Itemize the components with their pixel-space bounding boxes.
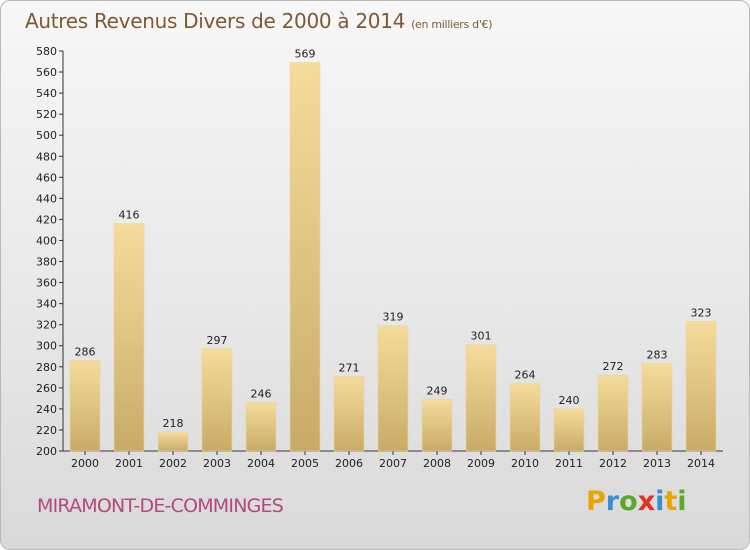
bar-2013	[641, 363, 673, 452]
x-tick-label-2013: 2013	[643, 457, 671, 470]
x-tick-label-2000: 2000	[71, 457, 99, 470]
bar-2002	[157, 431, 189, 452]
bar-2006	[333, 375, 365, 452]
x-tick-label-2002: 2002	[159, 457, 187, 470]
logo-letter: i	[655, 486, 665, 517]
value-label-2000: 286	[75, 345, 96, 358]
value-label-2004: 246	[251, 388, 272, 401]
value-label-2013: 283	[647, 349, 668, 362]
x-tick-label-2009: 2009	[467, 457, 495, 470]
x-tick-label-2005: 2005	[291, 457, 319, 470]
y-tick-label: 560	[36, 66, 57, 79]
value-label-2005: 569	[295, 48, 316, 61]
y-tick-label: 420	[36, 213, 57, 226]
y-tick-label: 260	[36, 382, 57, 395]
y-tick-label: 240	[36, 403, 57, 416]
x-tick-label-2011: 2011	[555, 457, 583, 470]
logo-letter: t	[664, 486, 678, 517]
value-label-2003: 297	[207, 334, 228, 347]
x-tick-label-2012: 2012	[599, 457, 627, 470]
bar-2009	[465, 344, 497, 452]
y-tick-label: 480	[36, 150, 57, 163]
place-name: MIRAMONT-DE-COMMINGES	[37, 495, 284, 517]
bar-2003	[201, 348, 233, 452]
value-label-2009: 301	[471, 330, 492, 343]
value-label-2006: 271	[339, 361, 360, 374]
y-tick-label: 500	[36, 129, 57, 142]
value-label-2008: 249	[427, 384, 448, 397]
x-tick-label-2014: 2014	[687, 457, 715, 470]
value-label-2012: 272	[603, 360, 624, 373]
y-tick-label: 460	[36, 171, 57, 184]
value-label-2011: 240	[559, 394, 580, 407]
bar-2007	[377, 325, 409, 452]
logo-letter: i	[677, 486, 687, 517]
chart-bars: 286 416 218 297 246 569 271 319 249 301 264 240 272 2…	[69, 48, 717, 452]
y-tick-label: 360	[36, 277, 57, 290]
y-tick-label: 520	[36, 108, 57, 121]
chart-axes: 200 220 240 260 280 300 320 340 360 380 400 420 440 4…	[36, 45, 723, 470]
y-tick-label: 320	[36, 319, 57, 332]
logo-letter: o	[619, 486, 638, 517]
value-label-2014: 323	[691, 307, 712, 320]
logo-letter: P	[586, 486, 606, 517]
bar-2005	[289, 62, 321, 452]
bar-2012	[597, 374, 629, 452]
x-tick-label-2003: 2003	[203, 457, 231, 470]
bar-2001	[113, 223, 145, 452]
y-tick-label: 220	[36, 424, 57, 437]
chart-title: Autres Revenus Divers de 2000 à 2014 (en …	[25, 9, 493, 33]
proxiti-logo: Proxiti	[586, 486, 687, 517]
x-tick-label-2004: 2004	[247, 457, 275, 470]
y-tick-label: 200	[36, 445, 57, 458]
bar-2000	[69, 360, 101, 452]
value-label-2002: 218	[163, 417, 184, 430]
y-tick-label: 580	[36, 45, 57, 58]
x-tick-label-2006: 2006	[335, 457, 363, 470]
y-tick-label: 400	[36, 234, 57, 247]
chart-subtitle: (en milliers d'€)	[411, 18, 493, 31]
bar-2010	[509, 383, 541, 452]
bar-2011	[553, 408, 585, 452]
x-tick-label-2001: 2001	[115, 457, 143, 470]
bar-2004	[245, 402, 277, 452]
logo-letter: r	[605, 486, 620, 517]
y-tick-label: 540	[36, 87, 57, 100]
y-tick-label: 440	[36, 192, 57, 205]
x-tick-label-2007: 2007	[379, 457, 407, 470]
y-tick-label: 380	[36, 256, 57, 269]
logo-letter: x	[637, 486, 656, 517]
value-label-2001: 416	[119, 209, 140, 222]
chart-title-text: Autres Revenus Divers de 2000 à 2014	[25, 9, 406, 33]
y-tick-label: 300	[36, 340, 57, 353]
value-label-2007: 319	[383, 311, 404, 324]
y-tick-label: 340	[36, 298, 57, 311]
value-label-2010: 264	[515, 369, 536, 382]
bar-2014	[685, 321, 717, 452]
y-tick-label: 280	[36, 361, 57, 374]
x-tick-label-2010: 2010	[511, 457, 539, 470]
bar-2008	[421, 399, 453, 452]
x-tick-label-2008: 2008	[423, 457, 451, 470]
